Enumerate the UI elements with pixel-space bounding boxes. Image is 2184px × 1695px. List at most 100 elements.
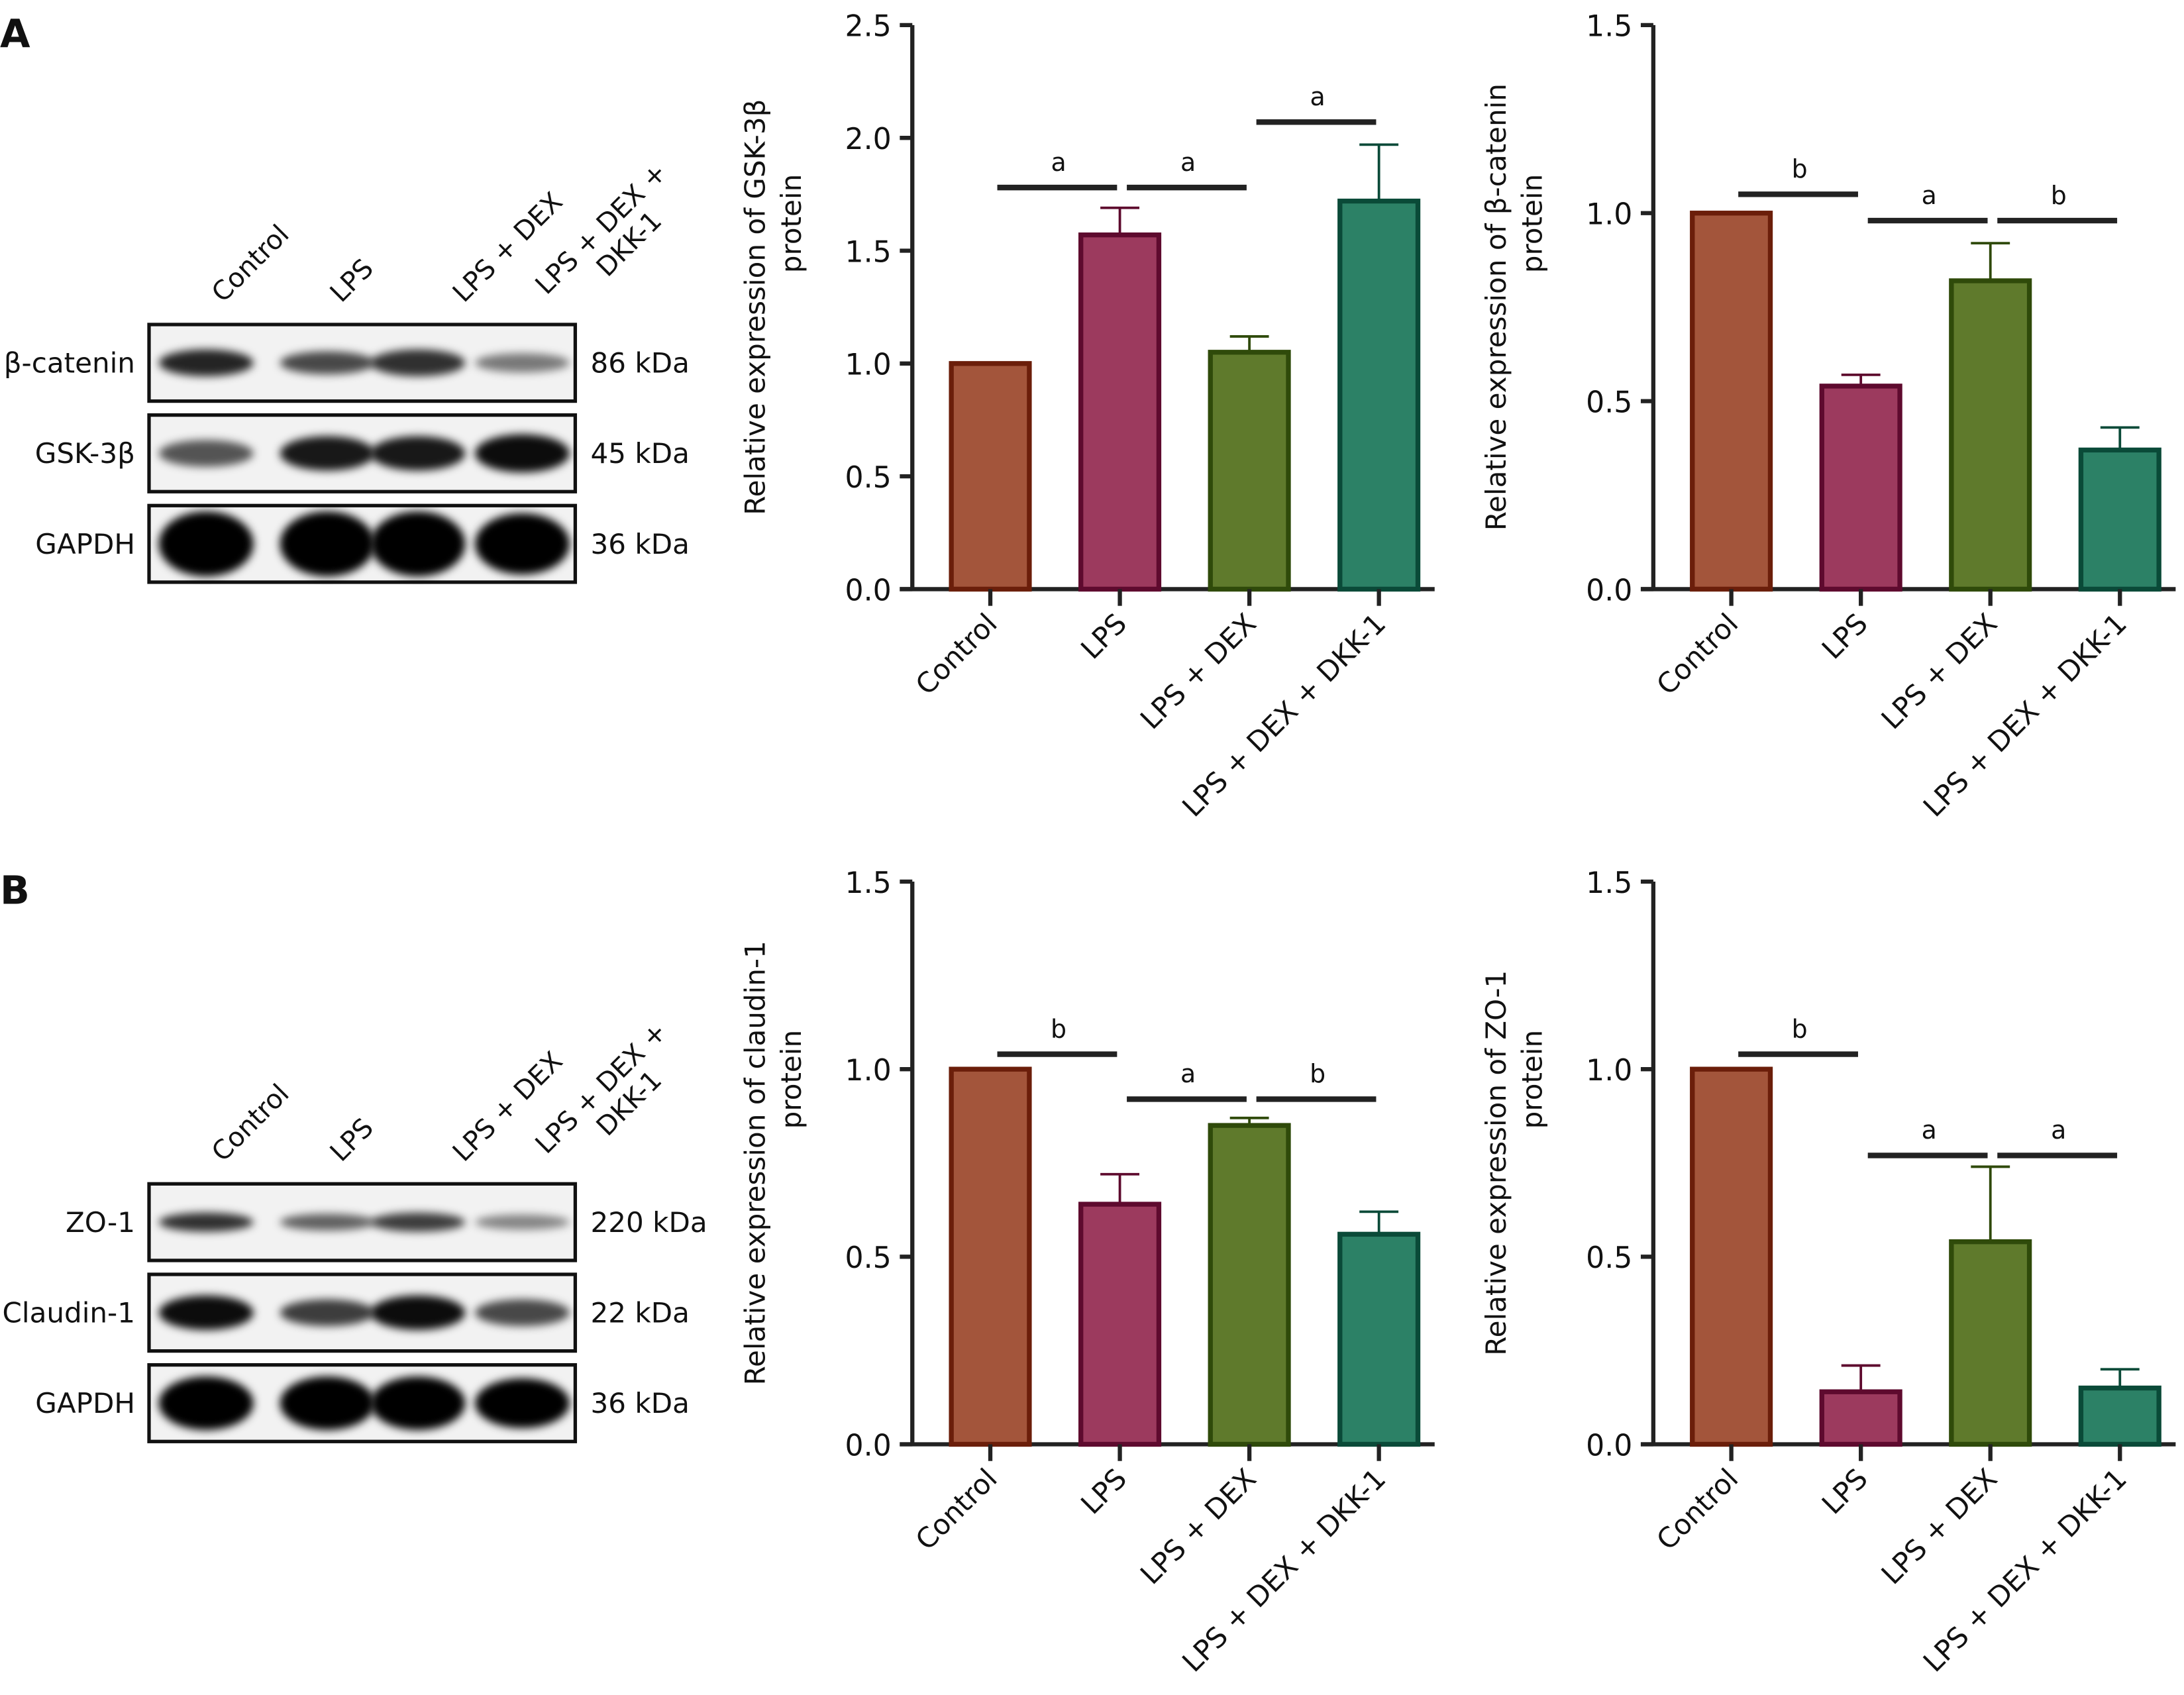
significance-label: a [1922, 1115, 1937, 1145]
y-tick-label: 0.5 [1586, 1241, 1632, 1275]
blot-band [280, 1213, 375, 1231]
bar-chart: 0.0 0.5 1.0 1.5 Relative expression of claud… [739, 866, 1435, 1678]
bar [1819, 1389, 1902, 1447]
y-axis-label: protein [775, 1030, 807, 1129]
bar [1949, 1239, 2032, 1447]
lane-label: Control [206, 1078, 295, 1168]
blot-band [158, 440, 254, 467]
blot-band [370, 1376, 466, 1430]
blot-band [370, 511, 466, 577]
blot-band [280, 351, 375, 375]
protein-label: GAPDH [35, 1387, 135, 1419]
significance-label: a [1180, 148, 1196, 177]
y-axis-label: Relative expression of GSK-3β [739, 99, 771, 515]
x-tick-label: LPS [1074, 607, 1133, 666]
y-tick-label: 0.0 [1586, 574, 1632, 607]
y-tick-label: 2.0 [845, 123, 892, 156]
x-tick-label: LPS [1816, 1463, 1874, 1521]
y-tick-label: 1.0 [1586, 1054, 1632, 1088]
panel-label-a: A [0, 11, 30, 57]
blot-band [475, 434, 570, 473]
bar [949, 361, 1032, 592]
significance-label: b [1792, 1014, 1808, 1043]
y-tick-label: 1.0 [845, 348, 892, 382]
molecular-weight-label: 220 kDa [591, 1206, 707, 1239]
x-tick-label: LPS + DEX [1875, 1463, 2004, 1591]
y-tick-label: 0.0 [1586, 1429, 1632, 1463]
blot-band [475, 1299, 570, 1327]
bar-chart: 0.0 0.5 1.0 1.5 Relative expression of β-cat… [1480, 10, 2176, 823]
protein-label: β-catenin [4, 346, 135, 379]
x-tick-label: LPS [1816, 607, 1874, 666]
significance-label: a [1180, 1059, 1196, 1088]
panel-label-b: B [0, 868, 30, 913]
x-tick-label: Control [1650, 1463, 1744, 1557]
lane-label: LPS [325, 253, 380, 308]
blot-band [280, 1299, 375, 1327]
blot-band [370, 349, 466, 377]
y-tick-label: 2.5 [845, 10, 892, 44]
blot-band [158, 349, 254, 377]
bar [2078, 1385, 2161, 1447]
bar [1208, 350, 1291, 592]
y-axis-label: Relative expression of ZO-1 [1480, 970, 1512, 1356]
y-tick-label: 1.5 [845, 866, 892, 900]
x-tick-label: Control [910, 1463, 1004, 1557]
y-tick-label: 0.5 [1586, 385, 1632, 419]
lane-label: Control [206, 219, 295, 309]
y-tick-label: 1.5 [1586, 866, 1632, 900]
significance-label: b [1051, 1014, 1066, 1043]
molecular-weight-label: 36 kDa [591, 528, 690, 560]
significance-label: b [1792, 154, 1808, 183]
y-tick-label: 0.0 [845, 574, 892, 607]
blot-band [280, 436, 375, 471]
y-tick-label: 0.5 [845, 1241, 892, 1275]
bar [1208, 1123, 1291, 1447]
significance-label: a [1922, 181, 1937, 210]
protein-label: GSK-3β [35, 437, 135, 470]
lane-label: LPS [325, 1113, 380, 1168]
bar-chart: 0.0 0.5 1.0 1.5 2.0 2.5 Relative expression of… [739, 10, 1435, 823]
significance-label: b [1310, 1059, 1326, 1088]
blot-band [475, 1214, 570, 1230]
y-axis-label: Relative expression of claudin-1 [739, 941, 771, 1385]
y-tick-label: 0.0 [845, 1429, 892, 1463]
blot-band [475, 513, 570, 575]
blot-band [370, 436, 466, 471]
protein-label: ZO-1 [66, 1206, 135, 1239]
blot-band [280, 511, 375, 577]
y-tick-label: 1.5 [845, 235, 892, 269]
significance-label: a [2051, 1115, 2066, 1145]
molecular-weight-label: 45 kDa [591, 437, 690, 470]
y-tick-label: 0.5 [845, 461, 892, 495]
molecular-weight-label: 86 kDa [591, 346, 690, 379]
blot-band [158, 1376, 254, 1430]
lane-label: LPS + DEX +DKK-1 [530, 157, 673, 300]
y-axis-label: protein [1516, 1030, 1549, 1129]
bar [1337, 1231, 1421, 1447]
bar-chart: 0.0 0.5 1.0 1.5 Relative expression of ZO-1 p… [1480, 866, 2176, 1678]
y-tick-label: 1.5 [1586, 10, 1632, 44]
protein-label: Claudin-1 [3, 1297, 135, 1329]
significance-label: b [2051, 181, 2067, 210]
bar [1949, 278, 2032, 592]
bar [1078, 1202, 1162, 1447]
bar [949, 1066, 1032, 1447]
bar [1337, 198, 1421, 592]
molecular-weight-label: 22 kDa [591, 1297, 690, 1329]
blot-band [475, 353, 570, 373]
significance-label: a [1051, 148, 1066, 177]
blot-band [158, 1295, 254, 1330]
blot-band [475, 1378, 570, 1429]
x-tick-label: LPS [1074, 1463, 1133, 1521]
bar [1690, 1066, 1773, 1447]
significance-label: a [1310, 82, 1326, 111]
blot-band [158, 1212, 254, 1232]
protein-label: GAPDH [35, 528, 135, 560]
y-axis-label: Relative expression of β-catenin [1480, 83, 1512, 531]
x-tick-label: Control [1650, 607, 1744, 701]
bar [1819, 384, 1902, 592]
bar [1690, 211, 1773, 592]
x-tick-label: Control [910, 607, 1004, 701]
